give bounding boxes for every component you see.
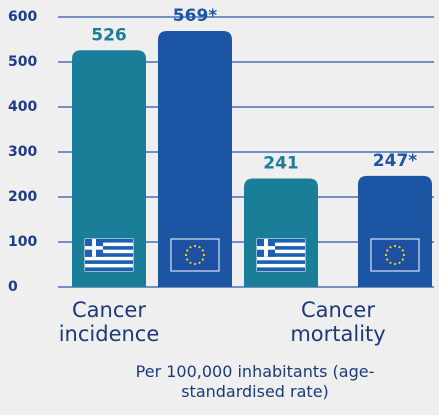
y-tick-label: 300 — [8, 144, 37, 160]
value-label: 247* — [373, 151, 417, 171]
value-label: 241 — [263, 154, 299, 174]
star — [393, 244, 397, 248]
flag-eu — [170, 238, 220, 272]
star — [393, 262, 397, 266]
x-axis-label: Per 100,000 inhabitants (age-standardise… — [135, 362, 375, 401]
flag-eu — [370, 238, 420, 272]
star — [189, 261, 192, 264]
y-tick-label: 400 — [8, 99, 37, 115]
y-tick-label: 600 — [8, 9, 37, 25]
flag-greece — [256, 238, 306, 272]
star — [389, 246, 392, 249]
star — [189, 246, 192, 249]
star — [201, 249, 204, 252]
flag-greece — [84, 238, 134, 272]
category-label: Cancer mortality — [290, 298, 386, 346]
bar — [72, 50, 146, 287]
star — [202, 253, 206, 257]
y-tick-label: 500 — [8, 54, 37, 70]
star — [386, 258, 389, 261]
category-label: Cancer incidence — [58, 298, 160, 346]
star — [193, 262, 197, 266]
y-tick-label: 200 — [8, 189, 37, 205]
value-label: 569* — [173, 6, 217, 26]
star — [402, 253, 406, 257]
star — [184, 253, 188, 257]
star — [398, 246, 401, 249]
value-label: 526 — [91, 25, 127, 45]
star — [389, 261, 392, 264]
star — [398, 261, 401, 264]
star — [198, 246, 201, 249]
star — [198, 261, 201, 264]
star — [386, 249, 389, 252]
star — [401, 249, 404, 252]
star — [186, 249, 189, 252]
star — [384, 253, 388, 257]
y-tick-label: 100 — [8, 234, 37, 250]
star — [193, 244, 197, 248]
bar — [158, 30, 232, 287]
star — [186, 258, 189, 261]
y-tick-label: 0 — [8, 279, 18, 295]
star — [201, 258, 204, 261]
star — [401, 258, 404, 261]
